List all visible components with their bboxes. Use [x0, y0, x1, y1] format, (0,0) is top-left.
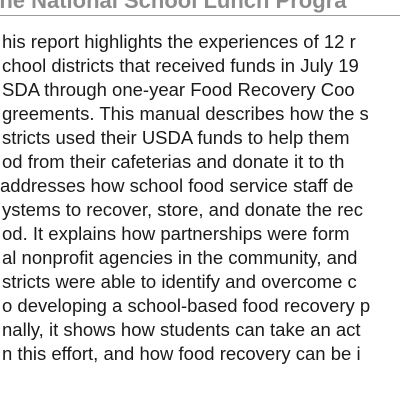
paragraph-line: od. It explains how partnerships were fo… [2, 223, 350, 244]
paragraph-line: SDA through one-year Food Recovery Coo [2, 79, 355, 100]
paragraph-line: his report highlights the experiences of… [2, 31, 356, 52]
paragraph-line: greements. This manual describes how the… [2, 103, 369, 124]
paragraph-line: addresses how school food service staff … [0, 175, 354, 196]
paragraph-line: stricts were able to identify and overco… [2, 271, 357, 292]
paragraph-line: nally, it shows how students can take an… [2, 319, 361, 340]
page-heading: the National School Lunch Progra [0, 0, 347, 13]
body-paragraph: his report highlights the experiences of… [0, 30, 400, 366]
paragraph-line: stricts used their USDA funds to help th… [2, 127, 350, 148]
paragraph-line: o developing a school-based food recover… [2, 295, 371, 316]
paragraph-line: n this effort, and how food recovery can… [2, 343, 361, 364]
heading-divider [0, 15, 400, 16]
paragraph-line: ystems to recover, store, and donate the… [2, 199, 363, 220]
paragraph-line: od from their cafeterias and donate it t… [2, 151, 345, 172]
paragraph-line: al nonprofit agencies in the community, … [2, 247, 358, 268]
paragraph-line: chool districts that received funds in J… [2, 55, 359, 76]
